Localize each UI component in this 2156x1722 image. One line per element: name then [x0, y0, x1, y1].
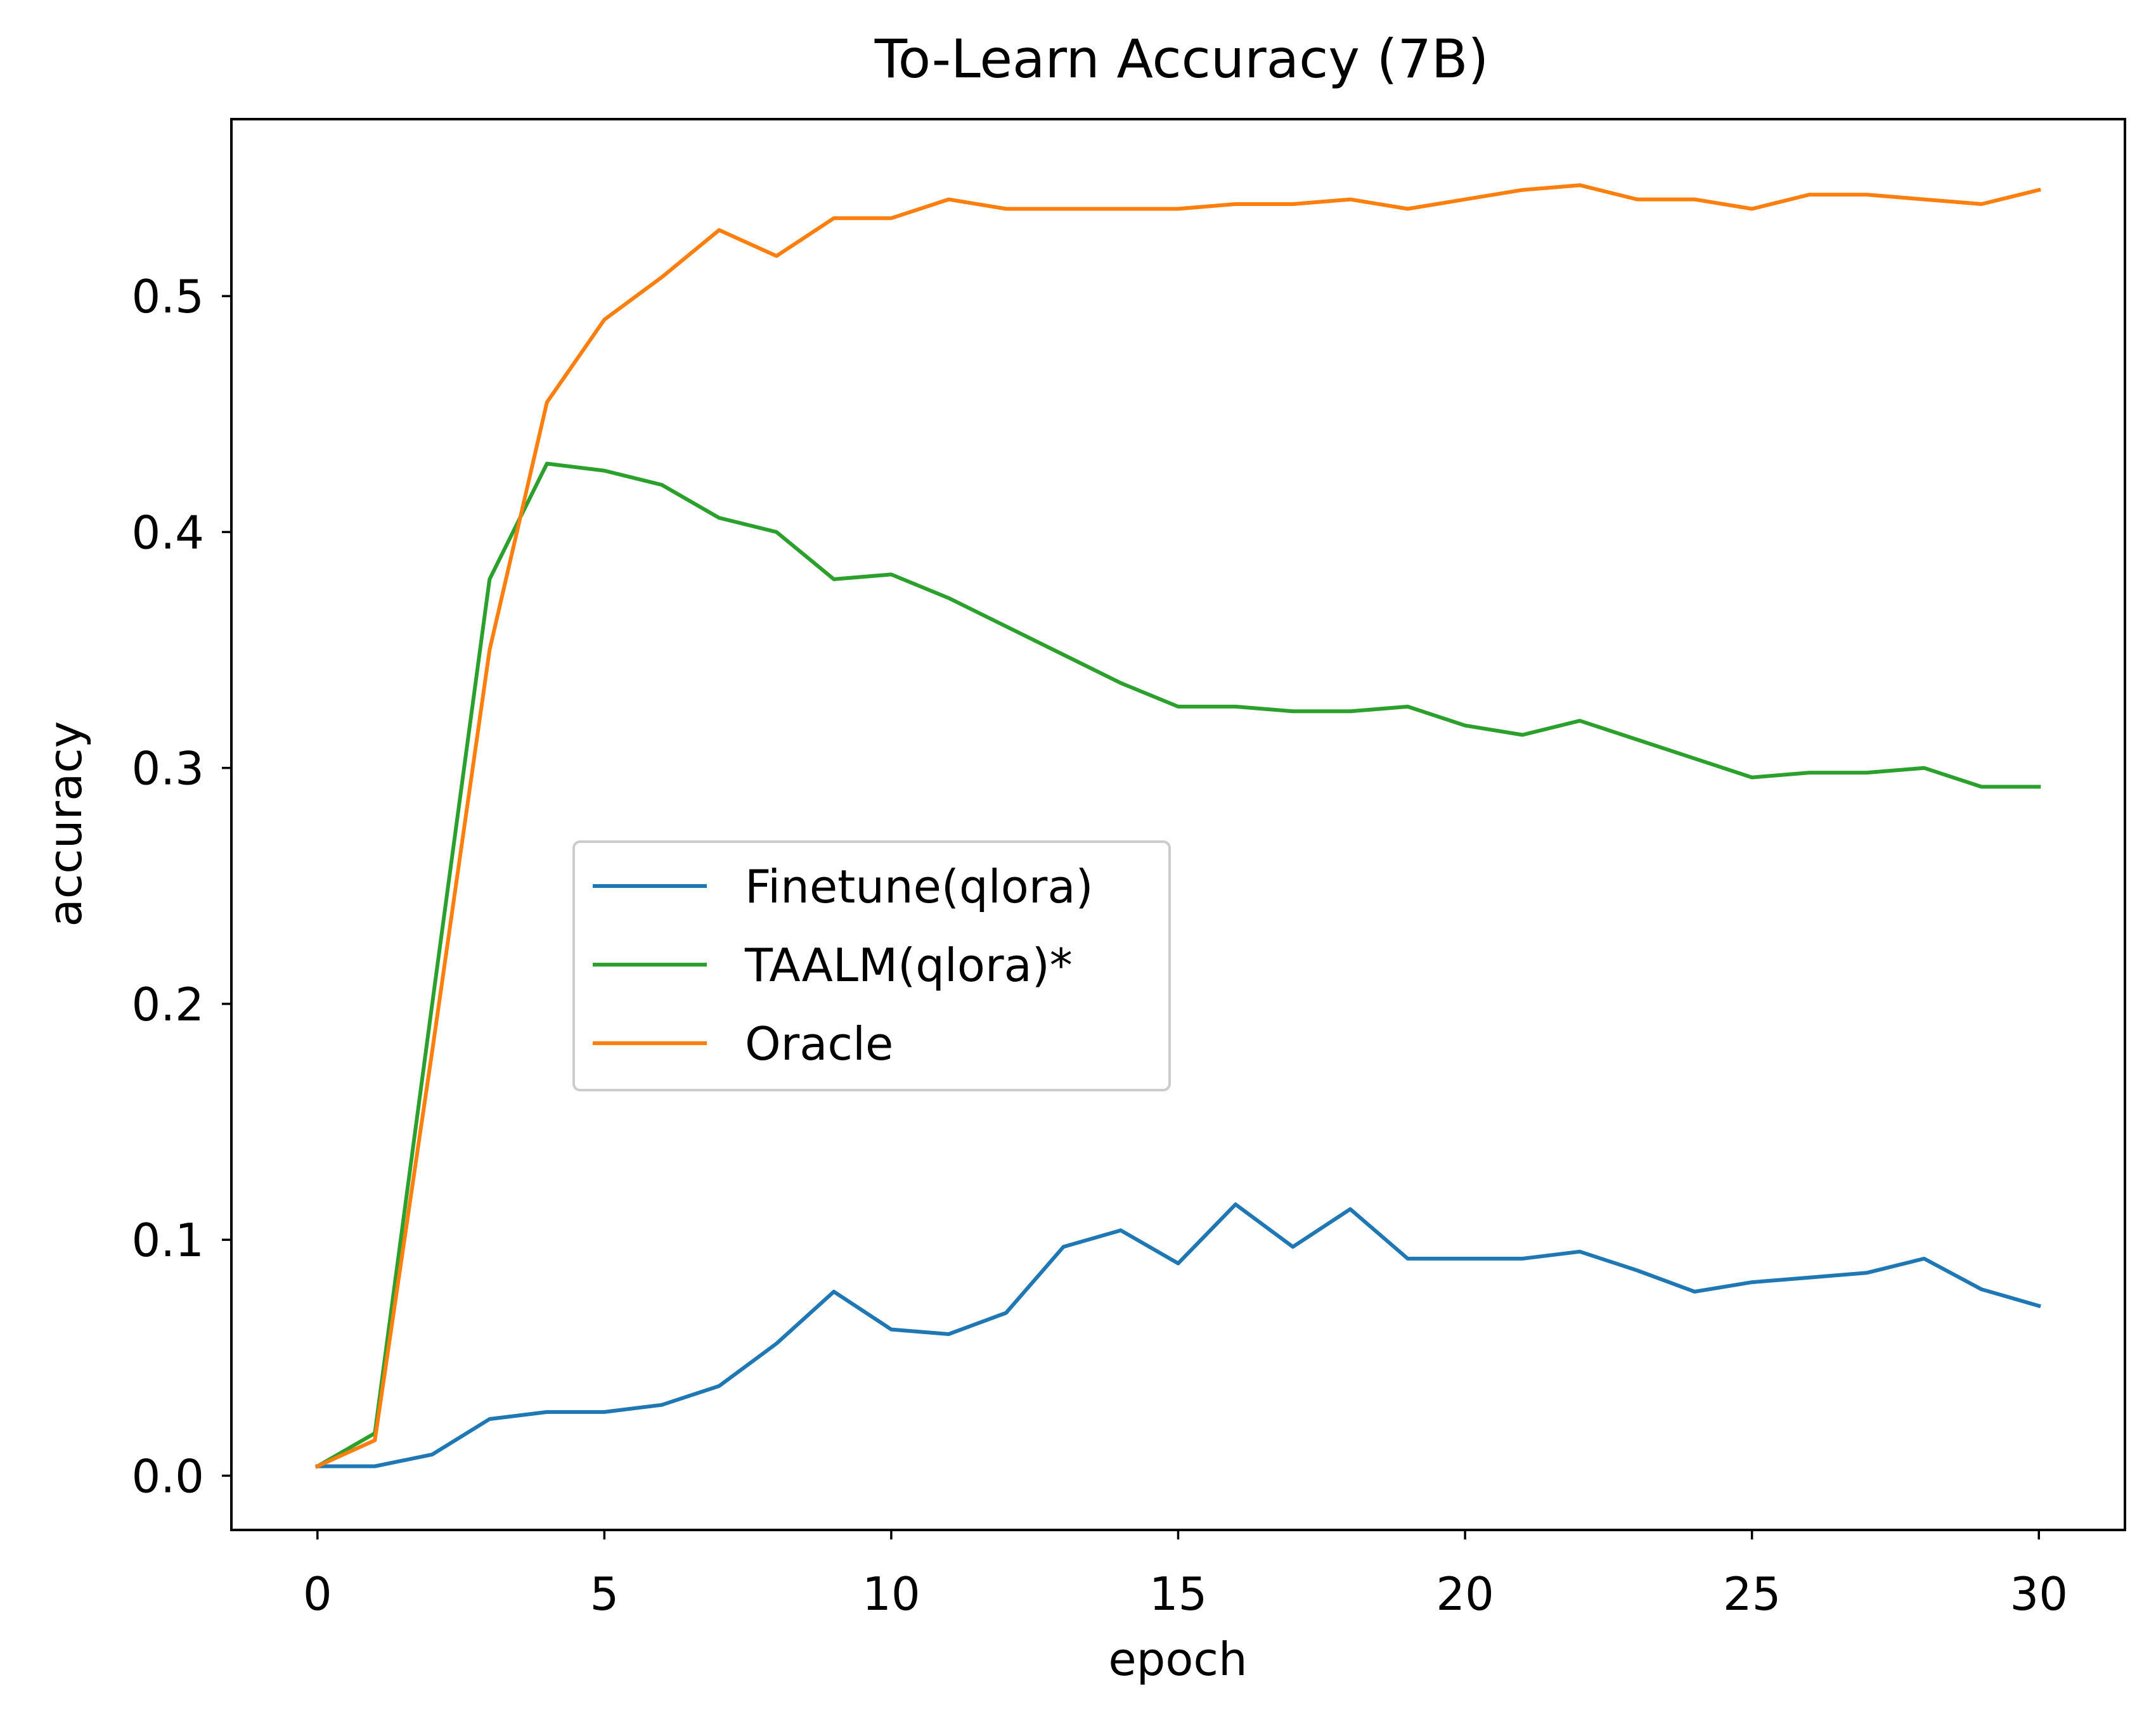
x-tick-label: 30 — [2010, 1567, 2068, 1621]
chart-title: To-Learn Accuracy (7B) — [874, 28, 1489, 90]
y-tick-label: 0.1 — [131, 1214, 204, 1267]
y-axis-ticks: 0.0 0.1 0.2 0.3 0.4 0.5 — [131, 270, 231, 1503]
plot-lines — [314, 183, 2041, 1469]
x-axis-ticks: 0 5 10 15 20 25 30 — [303, 1530, 2068, 1621]
y-tick-label: 0.0 — [131, 1449, 204, 1503]
legend-label-oracle: Oracle — [745, 1017, 893, 1070]
series-line-oracle — [314, 183, 2041, 1469]
x-tick-label: 20 — [1436, 1567, 1494, 1621]
x-tick-label: 0 — [303, 1567, 332, 1621]
y-tick-label: 0.2 — [131, 978, 204, 1031]
x-tick-label: 10 — [862, 1567, 920, 1621]
y-axis-label: accuracy — [39, 721, 92, 927]
y-tick-label: 0.5 — [131, 270, 204, 323]
x-tick-label: 5 — [590, 1567, 619, 1621]
legend-items: Finetune(qlora) TAALM(qlora)* Oracle — [593, 860, 1094, 1070]
plot-frame — [230, 118, 2126, 1531]
y-tick-label: 0.3 — [131, 742, 204, 795]
legend-box — [572, 840, 1171, 1091]
series-line-taalm-qlora — [314, 461, 2041, 1469]
x-axis-label: epoch — [1108, 1633, 1247, 1686]
y-tick-label: 0.4 — [131, 506, 204, 559]
legend-label-taalm-qlora: TAALM(qlora)* — [744, 939, 1073, 992]
legend: Finetune(qlora) TAALM(qlora)* Oracle — [572, 840, 1171, 1091]
legend-label-finetune-qlora: Finetune(qlora) — [745, 860, 1094, 913]
x-tick-label: 15 — [1149, 1567, 1208, 1621]
series-line-finetune-qlora — [315, 1202, 2041, 1468]
x-tick-label: 25 — [1723, 1567, 1781, 1621]
